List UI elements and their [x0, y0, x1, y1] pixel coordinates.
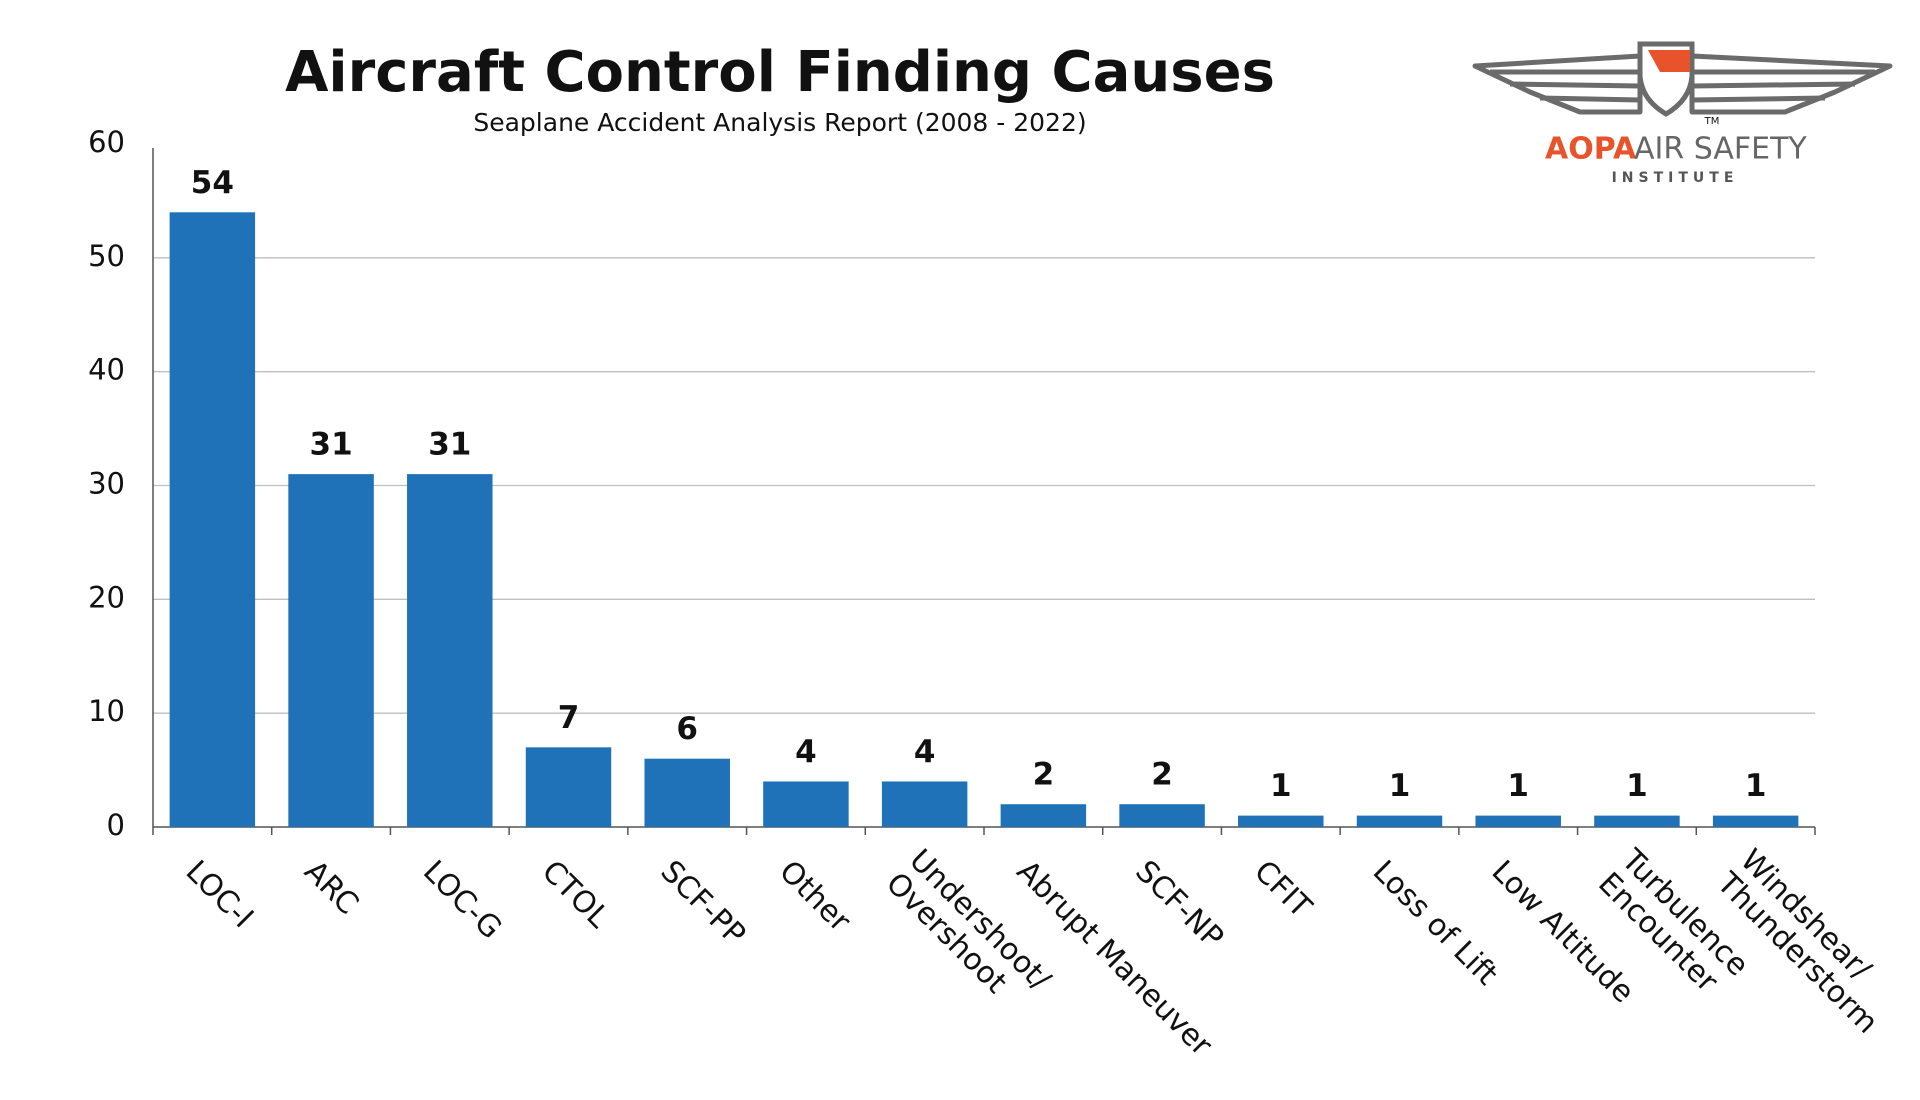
value-label: 1 — [1270, 768, 1292, 804]
logo-wings — [1472, 53, 1893, 115]
y-tick-label: 40 — [88, 353, 125, 387]
value-label: 1 — [1507, 768, 1529, 804]
bar — [1594, 815, 1680, 827]
y-tick-label: 50 — [88, 239, 125, 273]
value-label: 6 — [676, 711, 698, 747]
bar — [644, 758, 730, 827]
bar — [1000, 804, 1087, 827]
bar — [881, 781, 968, 827]
value-label: 1 — [1626, 768, 1648, 804]
value-label: 31 — [428, 427, 471, 463]
bar — [1238, 815, 1324, 827]
value-label: 1 — [1745, 768, 1767, 804]
logo-brand: AOPA — [1545, 132, 1637, 167]
logo-subtitle: INSTITUTE — [1612, 170, 1739, 186]
value-label: 7 — [558, 700, 580, 736]
y-tick-label: 0 — [107, 808, 125, 842]
value-label: 4 — [795, 734, 817, 770]
bar — [288, 474, 374, 827]
value-label: 2 — [1151, 757, 1173, 793]
value-label: 2 — [1033, 757, 1055, 793]
bar — [1712, 815, 1799, 827]
y-tick-label: 30 — [88, 467, 125, 501]
bar — [1356, 815, 1443, 827]
bar — [169, 212, 256, 828]
logo: TM AOPA AIR SAFETY INSTITUTE — [1472, 41, 1893, 186]
bar — [407, 474, 493, 827]
value-label: 54 — [191, 165, 234, 201]
logo-trademark: TM — [1704, 116, 1720, 127]
bar — [525, 747, 612, 827]
bar — [763, 781, 849, 827]
chart-subtitle: Seaplane Accident Analysis Report (2008 … — [473, 108, 1086, 137]
logo-shield-accent — [1648, 50, 1690, 72]
value-label: 4 — [914, 734, 936, 770]
bar — [1475, 815, 1561, 827]
value-label: 1 — [1389, 768, 1411, 804]
y-tick-label: 10 — [88, 694, 125, 728]
logo-name: AIR SAFETY — [1634, 132, 1807, 167]
y-tick-label: 60 — [88, 125, 125, 159]
value-label: 31 — [310, 427, 353, 463]
chart-title: Aircraft Control Finding Causes — [285, 40, 1275, 105]
y-tick-label: 20 — [88, 580, 125, 614]
bar — [1119, 804, 1205, 827]
